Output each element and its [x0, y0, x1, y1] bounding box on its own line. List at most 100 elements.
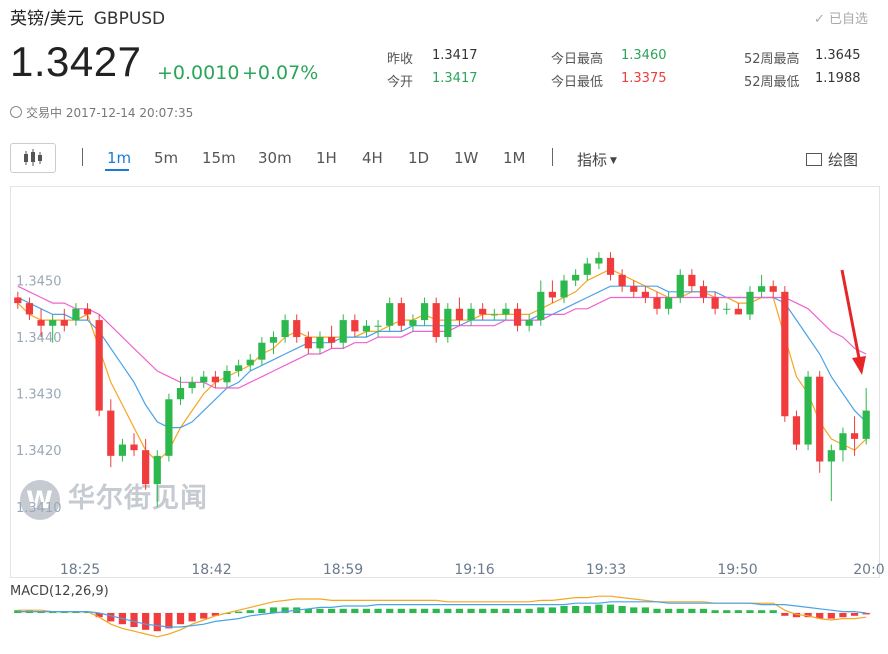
candle-body — [142, 450, 150, 485]
candle-body — [72, 308, 80, 321]
macd-bar — [676, 608, 684, 613]
macd-bar — [258, 608, 266, 613]
y-tick-label: 1.3440 — [16, 331, 62, 346]
last-price: 1.3427 — [10, 38, 142, 85]
candle-body — [769, 286, 777, 292]
active-period-underline — [105, 169, 129, 171]
candle-body — [502, 308, 510, 315]
x-tick-label: 18:42 — [191, 562, 231, 578]
macd-bar — [374, 608, 382, 613]
macd-bar — [281, 607, 289, 613]
period-tab-15m[interactable]: 15m — [202, 149, 236, 167]
x-tick-label: 18:59 — [323, 562, 363, 578]
candle-body — [223, 371, 231, 383]
candle-body — [560, 280, 568, 298]
period-tab-5m[interactable]: 5m — [154, 149, 179, 167]
candle-body — [432, 303, 440, 338]
indicator-menu[interactable]: 指标 ▼ — [577, 149, 617, 170]
period-tab-1m[interactable]: 1m — [107, 149, 132, 167]
ma-line — [17, 285, 867, 429]
candle-body — [269, 337, 278, 343]
macd-bar — [432, 608, 440, 613]
macd-bar — [269, 607, 278, 613]
macd-bar — [479, 608, 487, 613]
stat-label-prev-close: 昨收 — [387, 52, 414, 67]
macd-bar — [397, 608, 405, 613]
period-tab-4H[interactable]: 4H — [362, 149, 383, 167]
macd-bar — [304, 608, 312, 613]
watchlist-toggle[interactable]: ✓ 已自选 — [814, 8, 868, 27]
macd-bar — [723, 610, 731, 613]
candle-body — [188, 382, 196, 388]
candle-body — [235, 365, 243, 371]
chart-panel[interactable] — [10, 186, 880, 578]
indicator-label: 指标 — [577, 151, 608, 169]
macd-bar — [746, 610, 754, 613]
candle-body — [606, 257, 615, 275]
y-tick-label: 1.3410 — [16, 501, 62, 516]
macd-bar — [200, 613, 208, 619]
macd-dea-line — [17, 601, 867, 628]
candle-body — [374, 325, 382, 327]
macd-bar — [595, 604, 603, 613]
macd-bar — [444, 608, 452, 613]
macd-bar — [339, 608, 347, 613]
macd-bar — [188, 613, 196, 622]
candle-body — [37, 320, 45, 326]
candle-body — [513, 308, 522, 326]
macd-bar — [757, 610, 766, 613]
candle-body — [537, 291, 545, 321]
macd-bar — [804, 613, 812, 618]
macd-bar — [386, 608, 394, 613]
macd-bar — [409, 608, 417, 613]
stat-value-52w-high: 1.3645 — [815, 48, 861, 63]
x-tick-label: 19:50 — [717, 562, 757, 578]
candle-body — [653, 297, 661, 309]
macd-bar — [827, 613, 835, 619]
macd-bar — [107, 613, 115, 622]
period-tab-1W[interactable]: 1W — [454, 149, 479, 167]
macd-bar — [862, 613, 870, 615]
stat-value-day-high: 1.3460 — [621, 48, 667, 63]
chart-type-button[interactable] — [10, 143, 56, 173]
candle-body — [816, 376, 824, 462]
candle-body — [83, 308, 92, 315]
candle-body — [688, 274, 696, 287]
macd-bar — [351, 608, 359, 613]
macd-bar — [130, 613, 138, 627]
macd-bar — [83, 611, 92, 613]
stat-value-52w-low: 1.1988 — [815, 71, 861, 86]
macd-bar — [653, 608, 661, 613]
candle-body — [595, 257, 603, 264]
candle-body — [479, 308, 487, 315]
macd-bar — [734, 610, 742, 613]
instrument-title: 英镑/美元 GBPUSD — [10, 4, 165, 29]
macd-bar — [711, 610, 719, 613]
period-tab-30m[interactable]: 30m — [258, 149, 292, 167]
candle-body — [258, 342, 266, 360]
period-tab-1M[interactable]: 1M — [503, 149, 526, 167]
stat-value-day-low: 1.3375 — [621, 71, 667, 86]
candle-body — [572, 274, 580, 281]
macd-bar — [362, 608, 371, 613]
macd-bar — [502, 608, 510, 613]
draw-tool-button[interactable]: 绘图 — [805, 149, 858, 170]
candle-body — [246, 359, 254, 366]
instrument-code: GBPUSD — [93, 9, 166, 29]
macd-bar — [850, 613, 859, 616]
clock-icon — [10, 106, 22, 118]
macd-bar — [839, 613, 847, 618]
y-tick-label: 1.3430 — [16, 388, 62, 403]
candle-body — [293, 320, 301, 338]
x-tick-label: 20:0 — [853, 562, 884, 578]
macd-bar — [665, 608, 673, 613]
macd-bar — [246, 610, 254, 613]
candle-body — [118, 444, 127, 456]
candle-body — [757, 286, 766, 292]
candle-body — [95, 320, 103, 411]
candle-body — [107, 410, 115, 456]
period-tab-1H[interactable]: 1H — [316, 149, 337, 167]
period-tab-1D[interactable]: 1D — [408, 149, 430, 167]
macd-bar — [688, 608, 696, 613]
check-icon: ✓ — [813, 12, 825, 27]
